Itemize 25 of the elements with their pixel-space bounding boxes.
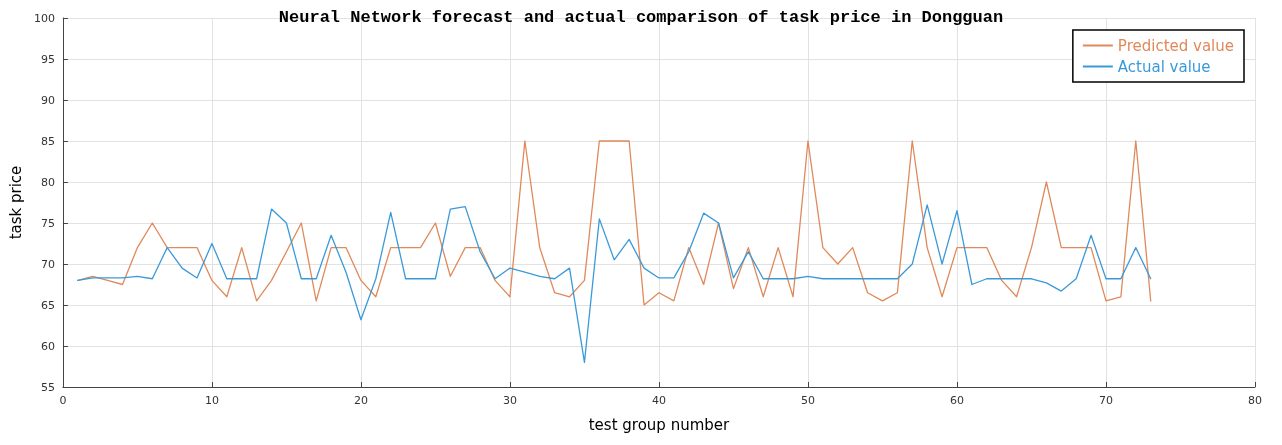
- chart-title: Neural Network forecast and actual comparison of task price in Dongguan: [278, 8, 1004, 27]
- legend-label: Actual value: [1117, 57, 1211, 76]
- x-tick-label: 70: [1098, 394, 1113, 407]
- y-tick-label: 85: [40, 134, 55, 148]
- y-tick-label: 90: [40, 93, 55, 107]
- y-tick-label: 75: [40, 216, 55, 230]
- y-tick-label: 60: [40, 339, 55, 353]
- x-tick-label: 60: [949, 394, 964, 407]
- y-tick-label: 80: [40, 175, 55, 189]
- y-tick-label: 70: [40, 257, 55, 271]
- y-tick-label: 65: [40, 298, 55, 312]
- line-series: [77, 204, 1152, 364]
- x-tick-label: 50: [800, 394, 815, 407]
- x-tick-label: 0: [59, 394, 67, 407]
- y-tick-label: 100: [33, 11, 55, 25]
- x-tick-label: 10: [204, 394, 219, 407]
- y-tick-label: 95: [40, 52, 55, 66]
- x-axis-title: test group number: [588, 415, 730, 434]
- x-tick-label: 20: [353, 394, 368, 407]
- legend-label: Predicted value: [1117, 36, 1234, 55]
- x-tick-label: 80: [1248, 394, 1262, 407]
- x-tick-label: 30: [502, 394, 517, 407]
- y-axis-title: task price: [6, 165, 25, 240]
- x-tick-label: 40: [651, 394, 666, 407]
- y-tick-label: 55: [40, 380, 55, 394]
